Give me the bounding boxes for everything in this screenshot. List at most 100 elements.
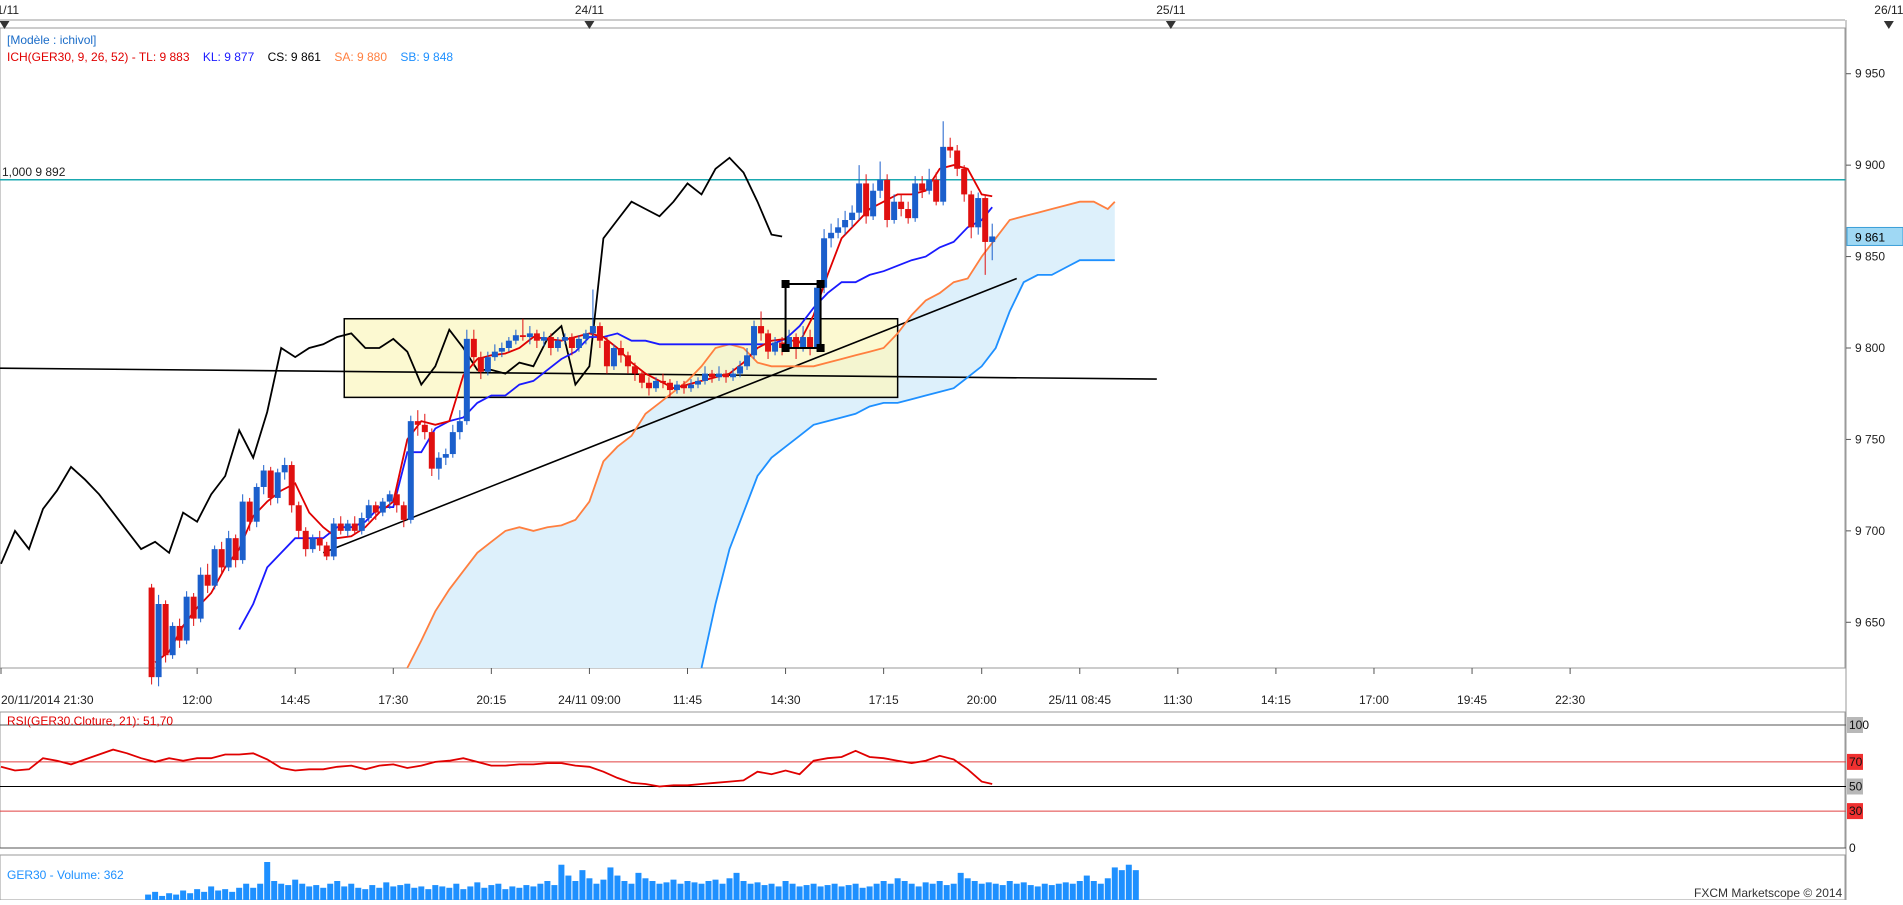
candle-body bbox=[456, 421, 463, 433]
volume-bar bbox=[397, 885, 404, 900]
volume-bar bbox=[670, 879, 677, 900]
date-marker-icon bbox=[584, 21, 595, 29]
x-tick-label: 25/11 08:45 bbox=[1049, 693, 1112, 707]
candle-body bbox=[673, 384, 680, 391]
volume-bar bbox=[152, 891, 159, 900]
candle-body bbox=[218, 549, 225, 568]
y-tick-label: 9 950 bbox=[1855, 67, 1885, 81]
volume-bar bbox=[453, 883, 460, 900]
volume-bar bbox=[831, 883, 838, 900]
volume-bar bbox=[166, 893, 173, 900]
candle-body bbox=[877, 179, 884, 191]
volume-bar bbox=[565, 875, 572, 900]
volume-bar bbox=[1076, 881, 1083, 900]
volume-bar bbox=[145, 894, 152, 900]
volume-bar bbox=[383, 882, 390, 900]
candle-body bbox=[253, 486, 260, 522]
volume-bar bbox=[614, 875, 621, 900]
rsi-tick-label: 0 bbox=[1849, 841, 1856, 855]
level-label: 1,000 9 892 bbox=[2, 165, 66, 179]
candle-body bbox=[786, 337, 793, 348]
candle-body bbox=[498, 348, 505, 352]
volume-bar bbox=[306, 886, 313, 900]
candle-body bbox=[919, 183, 926, 191]
ichimoku-legend: ICH(GER30, 9, 26, 52) - TL: 9 883 KL: 9 … bbox=[7, 50, 453, 64]
volume-bar bbox=[1111, 867, 1118, 900]
time-axis[interactable]: 20/11/2014 21:30 12:00 14:45 17:30 20:15 24/1… bbox=[0, 668, 1585, 707]
volume-bar bbox=[733, 872, 740, 900]
volume-bar bbox=[929, 883, 936, 900]
candle-body bbox=[505, 340, 512, 348]
marker-handle bbox=[781, 280, 790, 288]
senkou-b-line bbox=[700, 259, 1115, 669]
volume-bar bbox=[488, 885, 495, 900]
price-axis[interactable]: 9 650 9 700 9 750 9 800 9 850 9 900 9 950 9 861 bbox=[1845, 20, 1903, 900]
volume-bar bbox=[411, 887, 418, 900]
y-tick-label: 9 750 bbox=[1855, 432, 1885, 446]
volume-bar bbox=[607, 867, 614, 900]
volume-bar bbox=[754, 882, 761, 900]
date-marker-icon bbox=[1165, 21, 1176, 29]
volume-bar bbox=[292, 879, 299, 900]
candle-body bbox=[428, 432, 435, 469]
candle-body bbox=[961, 168, 968, 195]
x-tick-label: 17:00 bbox=[1359, 693, 1389, 707]
candle-body bbox=[295, 505, 302, 531]
volume-bar bbox=[362, 889, 369, 900]
candle-body bbox=[589, 326, 596, 334]
rsi-tick-badge bbox=[1847, 803, 1863, 820]
volume-bar bbox=[348, 883, 355, 900]
volume-bar bbox=[257, 883, 264, 900]
marker-handle bbox=[816, 344, 825, 352]
volume-bar bbox=[642, 878, 649, 900]
volume-bar bbox=[418, 886, 425, 900]
candle-body bbox=[758, 326, 765, 334]
chikou-line bbox=[0, 156, 783, 565]
volume-bar bbox=[1013, 883, 1020, 900]
watermark: FXCM Marketscope © 2014 bbox=[1694, 886, 1843, 900]
volume-bar bbox=[908, 883, 915, 900]
horizontal-level[interactable]: 1,000 9 892 bbox=[0, 165, 1846, 181]
candle-body bbox=[204, 574, 211, 586]
price-badge bbox=[1846, 226, 1903, 246]
candle-body bbox=[863, 183, 870, 217]
rsi-panel[interactable] bbox=[0, 711, 1846, 849]
candle-body bbox=[968, 194, 975, 228]
candle-body bbox=[260, 470, 267, 487]
volume-bar bbox=[824, 885, 831, 900]
candle-body bbox=[281, 465, 288, 473]
candle-body bbox=[870, 190, 877, 217]
volume-bar bbox=[502, 889, 509, 900]
volume-bar bbox=[1020, 882, 1027, 900]
volume-bar bbox=[187, 893, 194, 900]
x-tick-label: 24/11 09:00 bbox=[558, 693, 621, 707]
volume-bar bbox=[1104, 878, 1111, 900]
volume-bar bbox=[579, 870, 586, 900]
candle-body bbox=[190, 596, 197, 619]
candle-body bbox=[288, 465, 295, 506]
legend-sa: SA: 9 880 bbox=[334, 50, 387, 64]
top-date-label: 25/11 bbox=[1156, 3, 1185, 17]
candle-body bbox=[905, 209, 912, 219]
volume-bar bbox=[1090, 881, 1097, 900]
top-date-labels: 21/11 24/11 25/11 26/11 bbox=[0, 3, 1903, 29]
volume-bar bbox=[159, 895, 166, 900]
candle-body bbox=[463, 338, 470, 422]
candle-body bbox=[484, 357, 491, 372]
candle-body bbox=[155, 604, 162, 678]
volume-bar bbox=[838, 886, 845, 900]
volume-title: GER30 - Volume: 362 bbox=[7, 868, 124, 882]
volume-bar bbox=[1055, 883, 1062, 900]
candle-body bbox=[351, 523, 358, 531]
volume-bar bbox=[376, 887, 383, 900]
y-tick-label: 9 650 bbox=[1855, 615, 1885, 629]
volume-bar bbox=[810, 883, 817, 900]
candle-body bbox=[519, 335, 526, 338]
volume-bar bbox=[712, 879, 719, 900]
legend-sb: SB: 9 848 bbox=[400, 50, 453, 64]
candle-body bbox=[884, 179, 891, 220]
volume-bar bbox=[285, 885, 292, 900]
candle-body bbox=[702, 373, 709, 381]
